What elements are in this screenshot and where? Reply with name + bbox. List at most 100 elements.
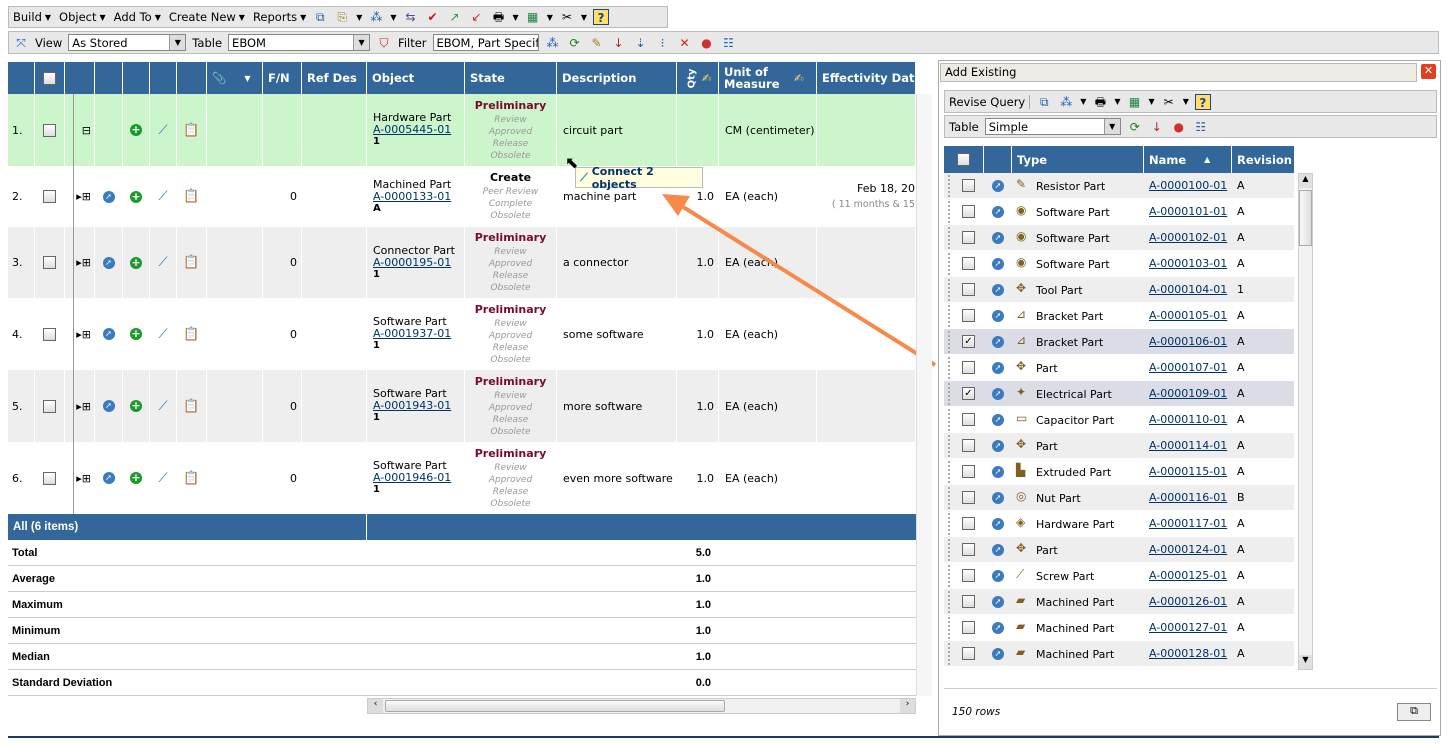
chart-icon[interactable]: ● <box>1173 119 1184 134</box>
link-icon[interactable]: ⟋ <box>158 326 168 342</box>
table-row[interactable]: 3. ▸⊞ ➚ + ⟋ 📋 0 Connector Part A-0000195-01 1 Prel… <box>8 227 916 298</box>
link-icon[interactable]: ⟋ <box>158 398 168 414</box>
export-icon[interactable]: ▦ <box>1128 94 1141 109</box>
list-item[interactable]: ➚ ◎ Nut Part A-0000116-01 B <box>944 485 1294 511</box>
expand-icon[interactable]: ▸⊞ <box>76 256 91 269</box>
disconnect-icon[interactable]: ✕ <box>679 35 690 50</box>
drag-handle[interactable] <box>948 487 951 509</box>
navigate-icon[interactable]: ➚ <box>102 472 115 484</box>
maximize-button[interactable]: ⧉ <box>1397 703 1431 721</box>
navigate-icon[interactable]: ➚ <box>992 544 1004 556</box>
list-item[interactable]: ➚ ▰ Machined Part A-0000126-01 A <box>944 589 1294 615</box>
object-name-link[interactable]: A-0001943-01 <box>373 399 452 412</box>
expand-icon[interactable]: ▸⊞ <box>76 327 91 341</box>
list-item[interactable]: ➚ ✥ Part A-0000124-01 A <box>944 537 1294 563</box>
expand-icon[interactable]: ▸⊞ <box>76 471 91 485</box>
promote-icon[interactable]: ↗ <box>449 10 460 24</box>
drag-handle[interactable] <box>948 461 951 483</box>
drag-handle[interactable] <box>948 331 951 353</box>
table-row[interactable]: 2. ▸⊞ ➚ + ⟋ 📋 0 Machined Part A-0000133-01 A Creat… <box>8 166 916 227</box>
navigate-icon[interactable]: ➚ <box>992 596 1004 608</box>
revise-query-button[interactable]: Revise Query <box>949 94 1031 109</box>
object-name-link[interactable]: A-0000195-01 <box>373 255 452 269</box>
header-description[interactable]: Description <box>557 62 677 94</box>
clipboard-icon[interactable]: 📋 <box>183 189 200 204</box>
menu-add-to[interactable]: Add To ▼ <box>114 10 161 24</box>
table-select[interactable]: EBOM ▼ <box>228 34 371 51</box>
header-uom[interactable]: Unit of Measure ✍ <box>719 62 817 94</box>
scroll-left-button[interactable]: ‹ <box>368 699 383 713</box>
drag-handle[interactable] <box>948 305 951 327</box>
copy-icon[interactable]: ⎘ <box>337 10 348 24</box>
header-name[interactable]: Name ▲ <box>1144 146 1232 173</box>
header-qty[interactable]: Qty ✍ <box>677 62 719 94</box>
header-state[interactable]: State <box>465 62 557 94</box>
refresh-icon[interactable]: ⟳ <box>569 35 580 50</box>
navigate-icon[interactable]: ➚ <box>992 492 1004 504</box>
check-icon[interactable]: ✔ <box>427 10 438 24</box>
drag-handle[interactable] <box>948 539 951 561</box>
list-item[interactable]: ➚ ▰ Machined Part A-0000127-01 A <box>944 615 1294 641</box>
drag-handle[interactable] <box>948 617 951 639</box>
clipboard-icon[interactable]: 📋 <box>183 326 200 342</box>
part-name-link[interactable]: A-0000109-01 <box>1149 387 1228 400</box>
drag-handle[interactable] <box>948 253 951 275</box>
part-name-link[interactable]: A-0000107-01 <box>1149 361 1228 374</box>
expand-icon[interactable]: ▸⊞ <box>76 399 91 413</box>
list-item[interactable]: ➚ ⊿ Bracket Part A-0000105-01 A <box>944 303 1294 329</box>
scroll-right-button[interactable]: › <box>900 699 915 713</box>
row-checkbox[interactable] <box>43 190 56 203</box>
drag-handle[interactable] <box>948 357 951 379</box>
expand-icon[interactable]: ▸⊞ <box>76 190 91 203</box>
navigate-icon[interactable]: ➚ <box>102 400 115 412</box>
demote-icon[interactable]: ↙ <box>471 10 482 24</box>
navigate-icon[interactable]: ➚ <box>992 648 1004 660</box>
header-effectivity[interactable]: Effectivity Dat <box>817 62 916 94</box>
navigate-icon[interactable]: ➚ <box>992 258 1004 270</box>
navigate-icon[interactable]: ➚ <box>992 284 1004 296</box>
part-name-link[interactable]: A-0000101-01 <box>1149 205 1228 218</box>
print-icon[interactable]: 🖶 <box>1094 94 1107 109</box>
list-item[interactable]: ➚ ⟋ Screw Part A-0000125-01 A <box>944 563 1294 589</box>
row-checkbox[interactable] <box>962 361 975 374</box>
row-checkbox[interactable] <box>962 335 975 348</box>
list-item[interactable]: ➚ ✥ Part A-0000114-01 A <box>944 433 1294 459</box>
expand-levels-icon[interactable]: ⇣ <box>635 35 646 50</box>
drag-handle[interactable] <box>948 279 951 301</box>
menu-create-new[interactable]: Create New ▼ <box>169 10 245 24</box>
columns-icon[interactable]: ☷ <box>723 35 734 50</box>
tree-icon[interactable]: ⁝ <box>660 35 665 50</box>
part-name-link[interactable]: A-0000106-01 <box>1149 335 1228 348</box>
print-icon[interactable]: 🖶 <box>492 10 505 24</box>
part-name-link[interactable]: A-0000126-01 <box>1149 595 1228 608</box>
object-name-link[interactable]: A-0005445-01 <box>373 123 452 136</box>
object-name-link[interactable]: A-0000133-01 <box>373 189 452 203</box>
collapse-icon[interactable]: ⊟ <box>81 123 91 137</box>
header-object[interactable]: Object <box>367 62 465 94</box>
clipboard-icon[interactable]: 📋 <box>183 470 200 486</box>
horizontal-scrollbar[interactable]: ‹ › <box>367 698 916 714</box>
table-row[interactable]: 5. ▸⊞ ➚ + ⟋ 📋 0 Software Part A-0001943-01 1 Preli… <box>8 370 916 442</box>
part-name-link[interactable]: A-0000127-01 <box>1149 621 1228 634</box>
edit-icon[interactable]: ✎ <box>591 35 602 50</box>
row-checkbox[interactable] <box>962 179 975 192</box>
navigate-icon[interactable]: ➚ <box>102 328 115 340</box>
table-row[interactable]: 6. ▸⊞ ➚ + ⟋ 📋 0 Software Part A-0001946-01 1 Preli… <box>8 442 916 514</box>
columns-icon[interactable]: ☷ <box>1195 119 1207 134</box>
view-select[interactable]: As Stored ▼ <box>68 34 187 51</box>
list-item[interactable]: ➚ ✎ Resistor Part A-0000100-01 A <box>944 173 1294 199</box>
drag-handle[interactable] <box>948 383 951 405</box>
structure-filter-icon[interactable]: ⁂ <box>546 35 559 50</box>
part-name-link[interactable]: A-0000115-01 <box>1149 465 1228 478</box>
drag-handle[interactable] <box>948 175 951 197</box>
structure-icon[interactable]: ⁂ <box>1060 94 1073 109</box>
drag-handle[interactable] <box>948 591 951 613</box>
menu-build[interactable]: Build ▼ <box>13 10 51 24</box>
object-name-link[interactable]: A-0001937-01 <box>373 327 452 340</box>
drag-handle[interactable] <box>948 643 951 665</box>
navigate-icon[interactable]: ➚ <box>992 622 1004 634</box>
clipboard-icon[interactable]: 📋 <box>183 255 200 270</box>
export-icon[interactable]: ▦ <box>527 10 539 24</box>
part-name-link[interactable]: A-0000105-01 <box>1149 309 1228 322</box>
row-checkbox[interactable] <box>962 491 975 504</box>
